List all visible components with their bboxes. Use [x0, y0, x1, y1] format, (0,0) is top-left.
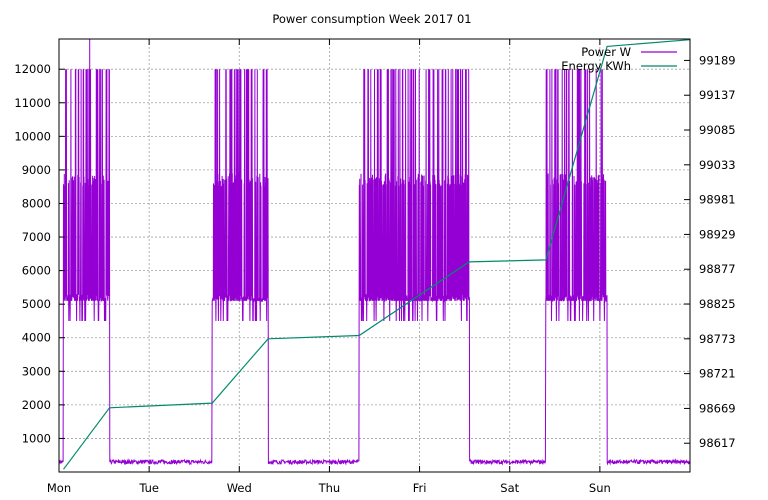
- y-tick-label: 1000: [22, 431, 51, 445]
- y2-tick-label: 99137: [699, 88, 736, 102]
- plot-frame: [58, 38, 691, 473]
- x-tick-label: Sun: [589, 481, 611, 495]
- x-tick-label: Fri: [413, 481, 427, 495]
- energy-series: [63, 39, 691, 470]
- x-tick-label: Tue: [138, 481, 159, 495]
- y2-tick-label: 98617: [699, 436, 736, 450]
- axes: Mon Tue Wed Thu Fri Sat Sun 1000 2000 3000 4000 500…: [14, 38, 736, 495]
- y2-tick-label: 99085: [699, 123, 736, 137]
- y-tick-label: 10000: [14, 129, 51, 143]
- x-tick-label: Sat: [500, 481, 519, 495]
- y2-tick-label: 99189: [699, 53, 736, 67]
- y2-tick-label: 98981: [699, 193, 736, 207]
- y-tick-label: 5000: [22, 297, 51, 311]
- y-tick-label: 7000: [22, 230, 51, 244]
- x-tick-label: Thu: [318, 481, 341, 495]
- legend-label: Power W: [581, 45, 631, 59]
- y2-tick-label: 98773: [699, 332, 736, 346]
- power-line: [59, 39, 690, 466]
- y2-tick-label: 98877: [699, 262, 736, 276]
- y2-tick-label: 98669: [699, 401, 736, 415]
- y-tick-label: 12000: [14, 62, 51, 76]
- chart-title: Power consumption Week 2017 01: [272, 12, 471, 26]
- x-tick-label: Wed: [227, 481, 252, 495]
- y2-tick-label: 98825: [699, 297, 736, 311]
- y-tick-label: 2000: [22, 398, 51, 412]
- x-tick-label: Mon: [47, 481, 71, 495]
- y-tick-label: 3000: [22, 364, 51, 378]
- y-tick-label: 6000: [22, 264, 51, 278]
- y-tick-label: 9000: [22, 163, 51, 177]
- energy-line: [63, 39, 691, 470]
- y2-tick-label: 99033: [699, 158, 736, 172]
- y2-tick-label: 98721: [699, 367, 736, 381]
- power-series: [59, 39, 690, 466]
- y2-tick-label: 98929: [699, 227, 736, 241]
- y-tick-label: 8000: [22, 196, 51, 210]
- y-tick-label: 11000: [14, 96, 51, 110]
- y-tick-label: 4000: [22, 331, 51, 345]
- legend-label: Energy KWh: [561, 59, 631, 73]
